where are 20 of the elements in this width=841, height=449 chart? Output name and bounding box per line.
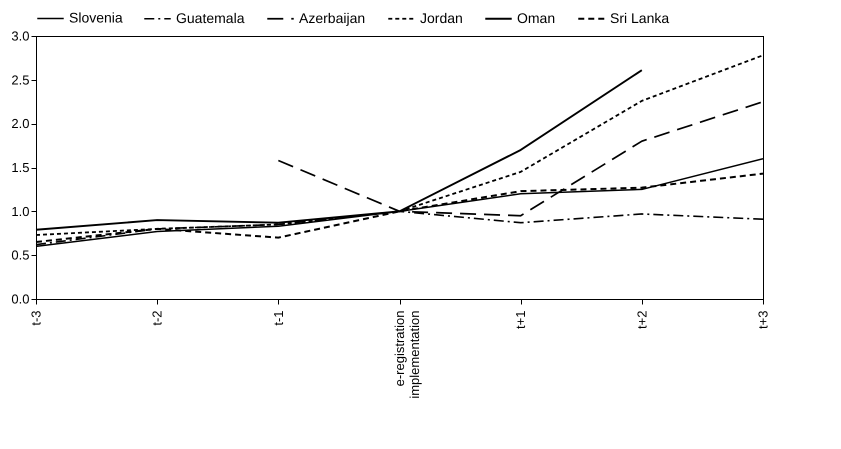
y-tick-label: 2.0 — [11, 116, 30, 132]
legend-label: Guatemala — [176, 10, 245, 26]
x-tick-label: t+1 — [513, 310, 528, 329]
y-tick-label: 2.5 — [11, 72, 30, 88]
x-tick-label: t-1 — [270, 310, 286, 326]
x-tick-label: t+2 — [634, 310, 650, 329]
legend-label: Jordan — [420, 10, 463, 26]
x-tick-label: e-registration implementation — [392, 310, 422, 399]
y-tick-label: 0.0 — [11, 292, 30, 306]
y-tick-label: 1.5 — [11, 160, 30, 175]
y-tick-label: 3.0 — [11, 28, 30, 44]
legend-label: Sri Lanka — [610, 10, 670, 26]
y-tick-label: 0.5 — [11, 248, 30, 263]
legend-label: Slovenia — [69, 10, 123, 26]
x-tick-label: t+3 — [756, 310, 770, 329]
legend-label: Azerbaijan — [299, 10, 366, 26]
x-tick-label: t-3 — [28, 310, 44, 326]
y-tick-label: 1.0 — [11, 204, 30, 219]
legend-label: Oman — [517, 10, 556, 26]
x-tick-label: t-2 — [150, 310, 165, 326]
